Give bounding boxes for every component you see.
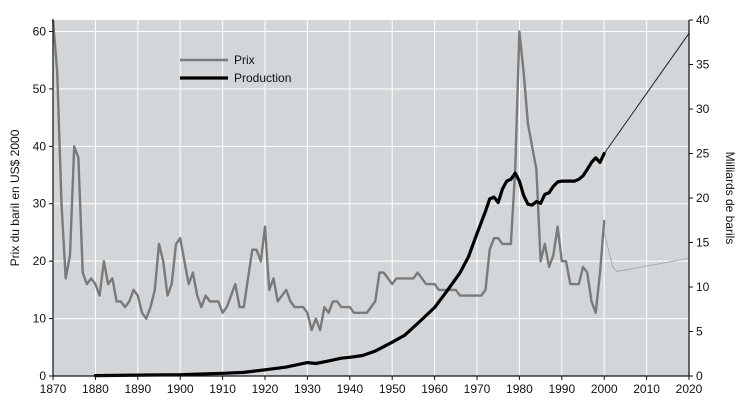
x-tick-label: 2020	[676, 382, 703, 396]
left-tick-label: 20	[33, 254, 47, 268]
x-tick-label: 1890	[124, 382, 151, 396]
legend-production-label: Production	[234, 71, 291, 85]
left-axis-title: Prix du baril en US$ 2000	[8, 129, 22, 266]
left-tick-label: 10	[33, 312, 47, 326]
right-tick-label: 20	[696, 191, 710, 205]
x-tick-label: 2000	[591, 382, 618, 396]
left-tick-label: 30	[33, 197, 47, 211]
x-tick-label: 1930	[294, 382, 321, 396]
right-axis-title: Milliards de barils	[723, 152, 737, 245]
left-tick-label: 60	[33, 24, 47, 38]
grid	[52, 20, 690, 377]
right-tick-label: 30	[696, 102, 710, 116]
series-layer	[51, 18, 606, 378]
x-tick-label: 1940	[336, 382, 363, 396]
prix-projection-line	[603, 232, 690, 272]
x-tick-label: 1900	[167, 382, 194, 396]
axes: 1870 1880 1890 1900 1910 1920 1930 1940 1950 1960…	[8, 13, 737, 396]
x-tick-label: 1870	[40, 382, 67, 396]
right-tick-label: 25	[696, 147, 710, 161]
right-tick-label: 40	[696, 13, 710, 27]
x-tick-label: 1950	[379, 382, 406, 396]
legend: Prix Production	[180, 53, 291, 85]
left-tick-label: 50	[33, 82, 47, 96]
x-tick-label: 2010	[633, 382, 660, 396]
plot-area	[53, 20, 689, 376]
x-tick-label: 1880	[82, 382, 109, 396]
right-tick-label: 0	[696, 369, 703, 383]
x-tick-label: 1960	[421, 382, 448, 396]
x-tick-label: 1920	[252, 382, 279, 396]
series-prix-line	[51, 18, 606, 332]
right-tick-label: 10	[696, 280, 710, 294]
projection-layer	[603, 33, 690, 272]
left-tick-label: 0	[39, 369, 46, 383]
x-tick-label: 1970	[464, 382, 491, 396]
x-tick-label: 1980	[506, 382, 533, 396]
x-tick-label: 1990	[548, 382, 575, 396]
right-tick-label: 35	[696, 58, 710, 72]
series-production-line	[93, 151, 606, 378]
legend-prix-label: Prix	[234, 53, 255, 67]
x-tick-label: 1910	[209, 382, 236, 396]
right-tick-label: 5	[696, 325, 703, 339]
production-projection-line	[603, 33, 690, 154]
left-tick-label: 40	[33, 139, 47, 153]
right-tick-label: 15	[696, 236, 710, 250]
